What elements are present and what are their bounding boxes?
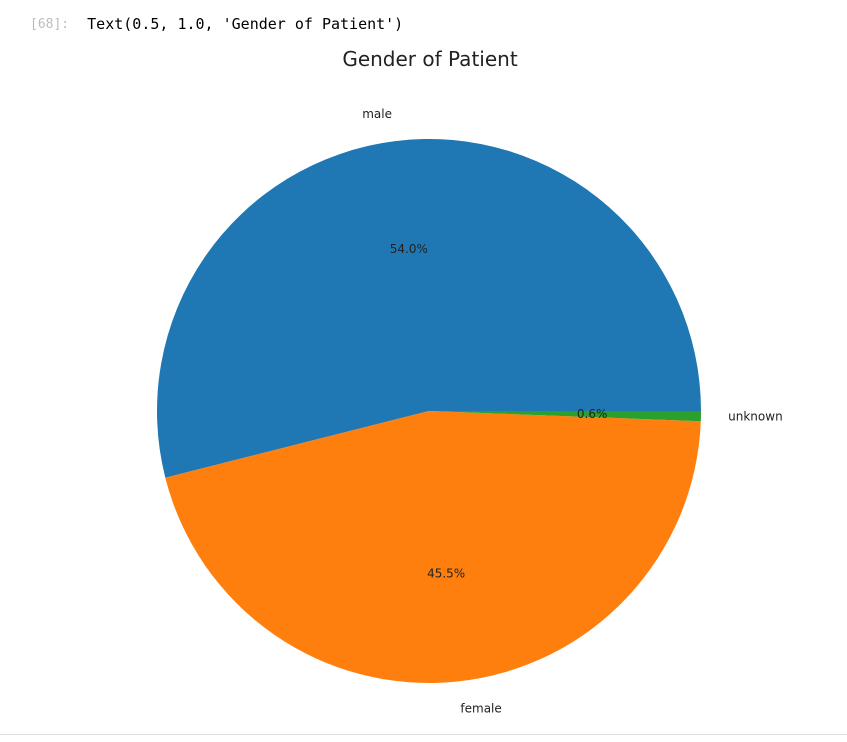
chart-title: Gender of Patient xyxy=(342,47,517,71)
pie-slices xyxy=(156,139,701,684)
percent-label-unknown: 0.6% xyxy=(577,407,608,421)
pie-slice-unknown xyxy=(429,411,701,422)
pie-slice-female xyxy=(165,411,701,684)
percent-label-female: 45.5% xyxy=(427,566,465,580)
slice-label-female: female xyxy=(460,702,501,716)
slice-label-male: male xyxy=(362,107,392,121)
pie-labels: male 54.0% female 45.5% unknown 0.6% xyxy=(362,107,782,715)
pie-slice-male xyxy=(156,139,701,478)
percent-label-male: 54.0% xyxy=(390,242,428,256)
output-text: Text(0.5, 1.0, 'Gender of Patient') xyxy=(87,15,404,33)
output-row: [68]: Text(0.5, 1.0, 'Gender of Patient'… xyxy=(30,13,403,35)
cell-divider xyxy=(0,734,847,735)
slice-label-unknown: unknown xyxy=(728,410,783,424)
output-prompt: [68]: xyxy=(30,16,70,32)
